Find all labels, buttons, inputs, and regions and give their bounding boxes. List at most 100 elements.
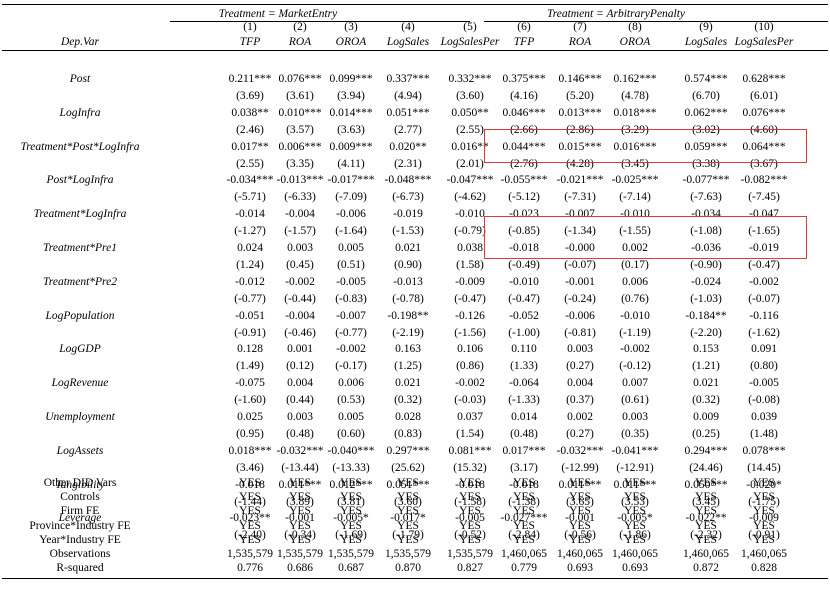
coef-cell: 0.024	[237, 242, 263, 254]
tstat-cell: (3.38)	[692, 157, 720, 170]
footer-cell: YES	[459, 519, 481, 532]
tstat-cell: (0.80)	[750, 360, 778, 373]
coef-cell: -0.047	[749, 208, 779, 221]
tstat-cell: (-0.34)	[284, 529, 316, 542]
coef-cell: 0.099***	[329, 73, 373, 85]
row-label: Post*LogInfra	[46, 174, 114, 187]
tstat-cell: (25.62)	[391, 461, 425, 474]
coef-cell: -0.000	[565, 242, 595, 254]
coef-cell: -0.009	[749, 512, 779, 525]
coef-cell: -0.013***	[276, 174, 324, 187]
tstat-cell: (-0.44)	[284, 292, 316, 305]
tstat-cell: (-7.09)	[335, 191, 367, 204]
tstat-cell: (-13.44)	[281, 461, 319, 474]
tstat-cell: (-0.07)	[748, 292, 780, 305]
tstat-cell: (-13.33)	[332, 461, 370, 474]
footer-cell: 1,460,065	[501, 548, 547, 560]
tstat-cell: (0.27)	[566, 427, 594, 440]
coef-cell: 0.211***	[228, 73, 272, 85]
coef-cell: -0.048***	[384, 174, 432, 187]
coef-cell: 0.018***	[228, 444, 272, 457]
coef-cell: -0.007	[336, 309, 366, 322]
tstat-cell: (14.45)	[747, 461, 781, 474]
tstat-cell: (-1.00)	[508, 326, 540, 339]
footer-cell: YES	[340, 491, 362, 504]
tstat-cell: (0.32)	[692, 394, 720, 407]
coef-cell: -0.005	[455, 512, 485, 525]
tstat-cell: (0.17)	[621, 258, 649, 271]
tstat-cell: (2.55)	[456, 123, 484, 136]
col-header: OROA	[335, 36, 367, 48]
col-header: TFP	[513, 36, 535, 48]
tstat-cell: (-5.12)	[508, 191, 540, 204]
footer-cell: 0.776	[237, 562, 263, 575]
tstat-cell: (-0.03)	[454, 394, 486, 407]
row-label: Treatment*LogInfra	[33, 208, 127, 221]
footer-cell: YES	[695, 477, 717, 489]
tstat-cell: (2.46)	[236, 123, 264, 136]
coef-cell: -0.052	[509, 309, 539, 322]
table-bottom-rule	[2, 578, 828, 579]
footer-label: Other DID Vars	[43, 477, 117, 489]
tstat-cell: (-0.90)	[690, 258, 722, 271]
tstat-cell: (3.94)	[337, 89, 365, 102]
coef-cell: 0.574***	[684, 73, 728, 85]
tstat-cell: (0.90)	[394, 258, 422, 271]
tstat-cell: (-1.69)	[335, 529, 367, 542]
footer-cell: YES	[340, 477, 362, 489]
coef-cell: -0.082***	[740, 174, 788, 187]
footer-cell: 1,535,579	[277, 548, 323, 560]
tstat-cell: (-7.45)	[748, 191, 780, 204]
footer-label: Controls	[60, 491, 100, 504]
tstat-cell: (-0.85)	[508, 225, 540, 238]
tstat-cell: (0.25)	[692, 427, 720, 440]
tstat-cell: (-2.40)	[234, 529, 266, 542]
coef-cell: -0.198**	[387, 309, 429, 322]
tstat-cell: (0.53)	[337, 394, 365, 407]
row-label: LogPopulation	[45, 309, 115, 322]
coef-cell: 0.025	[237, 411, 263, 423]
coef-cell: -0.047***	[446, 174, 494, 187]
coef-cell: 0.020**	[389, 140, 427, 153]
tstat-cell: (-1.62)	[748, 326, 780, 339]
footer-cell: 0.693	[622, 562, 648, 575]
tstat-cell: (-2.20)	[690, 326, 722, 339]
tstat-cell: (0.61)	[621, 394, 649, 407]
coef-cell: 0.007	[622, 377, 648, 390]
group-header-arbitrary-penalty: Treatment = ArbitraryPenalty	[546, 8, 686, 20]
coef-cell: 0.028	[395, 411, 421, 423]
row-label: LogInfra	[59, 106, 101, 119]
tstat-cell: (-1.58)	[454, 495, 486, 508]
footer-cell: YES	[569, 491, 591, 504]
coef-cell: -0.006	[336, 208, 366, 221]
footer-cell: YES	[289, 505, 311, 518]
footer-cell: YES	[459, 505, 481, 518]
coef-cell: -0.025***	[611, 174, 659, 187]
footer-cell: YES	[340, 505, 362, 518]
highlight-box-interaction	[484, 129, 807, 163]
footer-label: Firm FE	[60, 505, 100, 518]
footer-cell: YES	[624, 533, 646, 546]
tstat-cell: (-6.33)	[284, 191, 316, 204]
tstat-cell: (3.61)	[286, 89, 314, 102]
col-number: (2)	[293, 21, 307, 33]
coef-cell: -0.002	[749, 275, 779, 288]
tstat-cell: (3.17)	[510, 461, 538, 474]
row-label: LogRevenue	[51, 377, 109, 390]
tstat-cell: (-0.12)	[619, 360, 651, 373]
coef-cell: -0.022**	[685, 512, 727, 525]
tstat-cell: (0.60)	[337, 427, 365, 440]
tstat-cell: (4.94)	[394, 89, 422, 102]
tstat-cell: (-1.57)	[284, 225, 316, 238]
footer-cell: YES	[695, 491, 717, 504]
tstat-cell: (1.21)	[692, 360, 720, 373]
tstat-cell: (-0.47)	[748, 258, 780, 271]
footer-cell: YES	[397, 477, 419, 489]
coef-cell: 0.006***	[278, 140, 322, 153]
tstat-cell: (-2.32)	[690, 529, 722, 542]
footer-cell: YES	[397, 533, 419, 546]
tstat-cell: (-2.19)	[392, 326, 424, 339]
row-label: Unemployment	[45, 411, 115, 423]
tstat-cell: (3.65)	[566, 495, 594, 508]
footer-cell: YES	[340, 533, 362, 546]
